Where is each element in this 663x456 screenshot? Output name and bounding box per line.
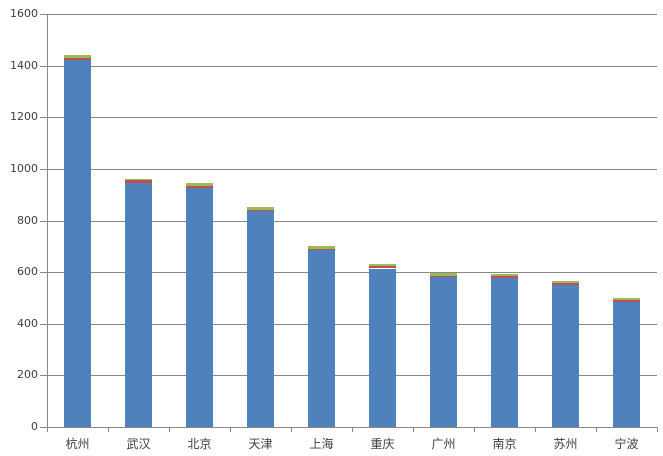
y-axis-tick-label: 400 <box>17 317 38 330</box>
bar-segment-series-1 <box>308 249 335 427</box>
x-axis-category-label: 上海 <box>309 437 334 451</box>
bar-segment-series-2 <box>247 210 274 211</box>
bar-segment-series-3 <box>552 281 579 283</box>
y-gridline <box>47 66 657 67</box>
y-axis-tick <box>40 117 47 118</box>
x-axis-tick <box>535 427 536 432</box>
bar-segment-series-1 <box>64 60 91 427</box>
y-axis-tick-label: 800 <box>17 214 38 227</box>
bar-segment-series-3 <box>613 298 640 300</box>
x-axis-tick <box>657 427 658 432</box>
bar-segment-series-2 <box>64 58 91 60</box>
bar-segment-series-1 <box>491 278 518 427</box>
x-axis-line <box>47 427 657 428</box>
bar-segment-series-3 <box>491 274 518 276</box>
y-axis-tick-label: 1200 <box>10 110 38 123</box>
y-gridline <box>47 169 657 170</box>
x-axis-tick <box>413 427 414 432</box>
x-axis-category-label: 宁波 <box>614 437 639 451</box>
bar-segment-series-1 <box>247 211 274 427</box>
x-axis-category-label: 南京 <box>492 437 517 451</box>
bar-segment-series-2 <box>308 249 335 250</box>
bar-segment-series-1 <box>613 302 640 427</box>
y-axis-tick-label: 1600 <box>10 7 38 20</box>
bar-segment-series-1 <box>552 285 579 427</box>
x-axis-category-label: 苏州 <box>553 437 578 451</box>
y-axis-tick-label: 0 <box>31 420 38 433</box>
x-axis-tick <box>352 427 353 432</box>
bar-segment-series-2 <box>369 265 396 268</box>
bar-segment-series-3 <box>369 264 396 266</box>
bar-segment-series-2 <box>186 186 213 188</box>
x-axis-category-label: 重庆 <box>370 437 395 451</box>
y-axis-tick-label: 1400 <box>10 59 38 72</box>
x-axis-category-label: 武汉 <box>126 437 151 451</box>
bar-segment-series-2 <box>125 180 152 183</box>
y-axis-tick <box>40 427 47 428</box>
bar-segment-series-3 <box>308 246 335 249</box>
bar-segment-series-3 <box>64 55 91 58</box>
x-axis-tick <box>596 427 597 432</box>
y-axis-tick-label: 200 <box>17 368 38 381</box>
y-gridline <box>47 221 657 222</box>
x-axis-tick <box>291 427 292 432</box>
x-axis-tick <box>169 427 170 432</box>
bar-segment-series-2 <box>613 300 640 302</box>
bar-segment-series-3 <box>430 273 457 276</box>
x-axis-category-label: 天津 <box>248 437 273 451</box>
bar-segment-series-3 <box>186 183 213 186</box>
y-axis-tick-label: 1000 <box>10 162 38 175</box>
bar-segment-series-3 <box>125 179 152 180</box>
y-axis-tick <box>40 66 47 67</box>
y-axis-tick <box>40 14 47 15</box>
y-gridline <box>47 375 657 376</box>
bar-segment-series-2 <box>552 283 579 285</box>
x-axis-tick <box>230 427 231 432</box>
y-axis-tick <box>40 375 47 376</box>
bar-segment-series-3 <box>247 207 274 210</box>
y-gridline <box>47 117 657 118</box>
x-axis-category-label: 杭州 <box>65 437 90 451</box>
y-gridline <box>47 272 657 273</box>
y-axis-line <box>47 14 48 428</box>
bar-segment-series-1 <box>369 269 396 427</box>
x-axis-tick <box>474 427 475 432</box>
bar-segment-series-2 <box>430 276 457 277</box>
bar-segment-series-2 <box>491 276 518 278</box>
y-axis-tick <box>40 272 47 273</box>
y-gridline <box>47 14 657 15</box>
bar-segment-series-1 <box>430 277 457 427</box>
x-axis-tick <box>108 427 109 432</box>
x-axis-category-label: 北京 <box>187 437 212 451</box>
bar-segment-series-1 <box>186 188 213 427</box>
y-axis-tick <box>40 169 47 170</box>
y-axis-tick <box>40 324 47 325</box>
y-axis-tick <box>40 221 47 222</box>
x-axis-tick <box>47 427 48 432</box>
bar-segment-series-1 <box>125 183 152 427</box>
x-axis-category-label: 广州 <box>431 437 456 451</box>
y-axis-tick-label: 600 <box>17 265 38 278</box>
y-gridline <box>47 324 657 325</box>
